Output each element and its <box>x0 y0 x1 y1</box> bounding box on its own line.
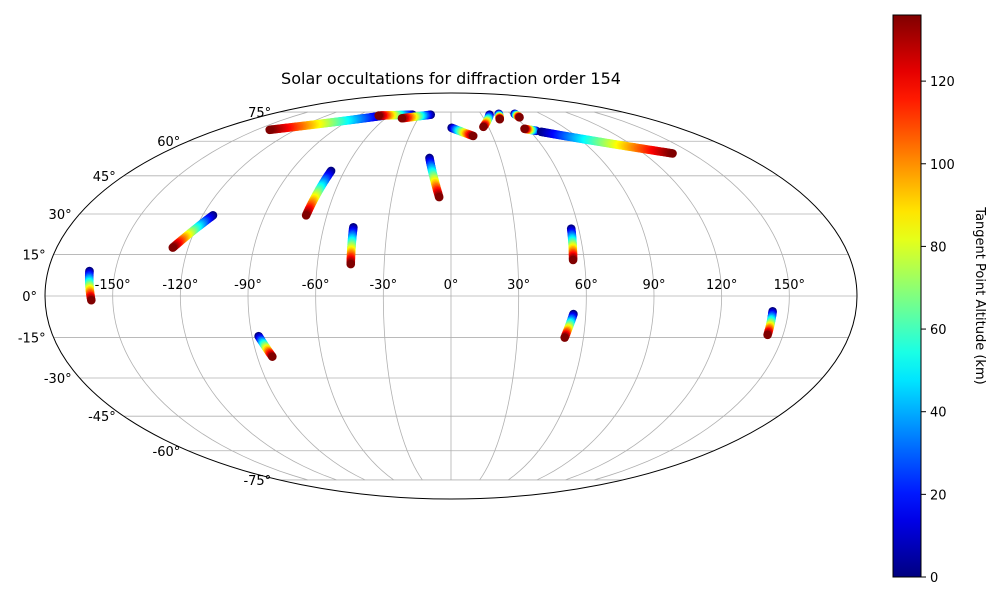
track <box>536 127 677 158</box>
data-point <box>168 243 178 252</box>
data-point <box>495 114 505 124</box>
longitude-tick-label: 120° <box>706 278 737 293</box>
colorbar-tick-label: 120 <box>930 75 955 90</box>
track <box>254 331 277 361</box>
longitude-tick-label: 90° <box>642 278 665 293</box>
data-point <box>434 192 444 202</box>
data-point <box>301 211 311 220</box>
graticule <box>45 111 857 481</box>
track <box>566 224 578 265</box>
grid-meridian <box>315 111 394 481</box>
data-point <box>374 111 383 120</box>
colorbar-tick-label: 40 <box>930 406 947 421</box>
colorbar-gradient <box>892 14 922 578</box>
data-point <box>346 259 356 269</box>
colorbar-tick-label: 60 <box>930 323 947 338</box>
grid-meridian <box>508 111 587 481</box>
longitude-tick-label: 30° <box>507 278 530 293</box>
longitude-tick-label: -120° <box>162 278 198 293</box>
track <box>520 124 541 136</box>
data-point <box>87 295 96 305</box>
latitude-tick-labels: -75° -60° -45° -30° -15° 0° 15° 30° 45° 60° 75° <box>18 106 271 489</box>
latitude-tick-label: 15° <box>23 248 46 263</box>
track <box>447 123 478 141</box>
longitude-tick-label: -30° <box>369 278 397 293</box>
data-point <box>515 113 524 122</box>
grid-meridian <box>479 111 520 481</box>
latitude-tick-label: 0° <box>22 290 37 305</box>
map-outline <box>44 92 858 500</box>
longitude-tick-label: 60° <box>575 278 598 293</box>
latitude-tick-label: -30° <box>44 372 72 387</box>
latitude-tick-label: -15° <box>18 332 46 347</box>
grid-meridian <box>112 111 308 481</box>
data-point <box>468 131 478 141</box>
track <box>494 109 505 124</box>
colorbar-tick-label: 100 <box>930 158 955 173</box>
track <box>425 153 444 202</box>
track <box>763 307 777 340</box>
track <box>168 211 218 252</box>
track <box>479 110 494 132</box>
data-point <box>479 122 488 132</box>
track <box>560 309 578 342</box>
grid-meridian <box>247 111 366 481</box>
track <box>301 166 336 220</box>
data-point <box>397 113 407 123</box>
track <box>510 109 524 122</box>
grid-meridian <box>382 111 423 481</box>
data-point <box>520 124 529 134</box>
data-point <box>763 330 772 340</box>
latitude-tick-label: 60° <box>157 135 180 150</box>
longitude-tick-label: 150° <box>774 278 805 293</box>
data-point <box>668 149 677 158</box>
colorbar-tick-label: 0 <box>930 571 938 586</box>
longitude-tick-label: -90° <box>234 278 262 293</box>
chart-title: Solar occultations for diffraction order… <box>281 69 621 88</box>
data-point <box>560 333 569 342</box>
track <box>397 110 436 123</box>
colorbar-label: Tangent Point Altitude (km) <box>972 206 987 384</box>
track <box>84 266 96 305</box>
data-point <box>265 125 275 135</box>
colorbar-tick-label: 80 <box>930 240 947 255</box>
grid-meridian <box>536 111 655 481</box>
colorbar-ticks: 0 20 40 60 80 100 120 <box>921 75 955 586</box>
grid-meridian <box>565 111 723 481</box>
latitude-tick-label: 45° <box>93 170 116 185</box>
track <box>265 111 389 135</box>
longitude-tick-label: -150° <box>95 278 131 293</box>
data-point <box>268 352 277 361</box>
occultation-tracks <box>84 109 777 361</box>
latitude-tick-label: -75° <box>243 474 271 489</box>
longitude-tick-label: 0° <box>444 278 459 293</box>
data-point <box>568 255 578 265</box>
latitude-tick-label: 75° <box>248 106 271 121</box>
latitude-tick-label: -45° <box>88 410 116 425</box>
grid-meridian <box>594 111 790 481</box>
latitude-tick-label: -60° <box>153 445 181 460</box>
colorbar-tick-label: 20 <box>930 488 947 503</box>
longitude-tick-label: -60° <box>302 278 330 293</box>
longitude-tick-labels: -150° -120° -90° -60° -30° 0° 30° 60° 90° 120° 150… <box>95 278 805 293</box>
track <box>346 222 358 269</box>
colorbar: 0 20 40 60 80 100 120 Tangent Point Altitude (… <box>892 14 987 586</box>
latitude-tick-label: 30° <box>49 208 72 223</box>
grid-meridian <box>179 111 337 481</box>
